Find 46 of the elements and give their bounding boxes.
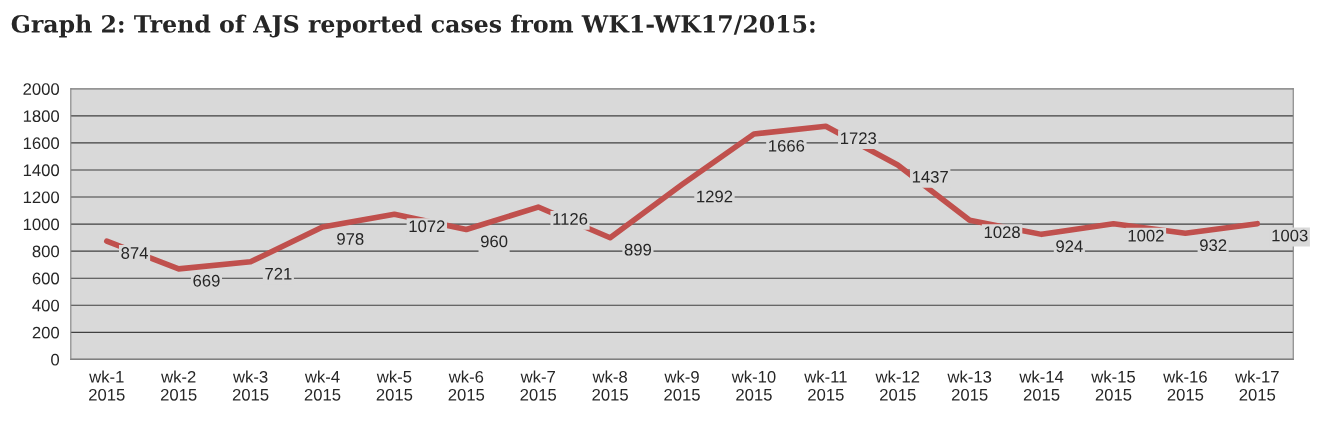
x-tick-label: wk-11 2015 bbox=[804, 370, 847, 401]
y-tick-label: 0 bbox=[51, 353, 60, 366]
x-tick-label: wk-8 2015 bbox=[592, 370, 628, 401]
data-label: 1028 bbox=[984, 226, 1020, 239]
x-tick-label: wk-9 2015 bbox=[664, 370, 700, 401]
chart-title: Graph 2: Trend of AJS reported cases from WK1-WK17/2015: bbox=[11, 14, 815, 38]
data-label: 1666 bbox=[769, 139, 805, 152]
x-tick-label: wk-12 2015 bbox=[875, 370, 920, 401]
data-label: 932 bbox=[1200, 239, 1227, 252]
data-label: 1126 bbox=[553, 213, 588, 225]
data-label: 1003 bbox=[1272, 229, 1308, 242]
x-tick-label: wk-14 2015 bbox=[1019, 370, 1064, 401]
y-tick-label: 1200 bbox=[23, 191, 60, 204]
x-tick-label: wk-1 2015 bbox=[89, 370, 125, 401]
x-tick-label: wk-4 2015 bbox=[304, 370, 341, 401]
x-tick-label: wk-5 2015 bbox=[376, 370, 413, 401]
data-label: 1292 bbox=[697, 190, 733, 203]
data-label: 721 bbox=[265, 267, 292, 280]
y-tick-label: 400 bbox=[32, 299, 60, 312]
x-tick-label: wk-6 2015 bbox=[448, 370, 485, 401]
x-tick-label: wk-10 2015 bbox=[731, 370, 776, 401]
data-label: 1002 bbox=[1128, 229, 1164, 242]
data-label: 899 bbox=[624, 243, 652, 256]
x-tick-label: wk-17 2015 bbox=[1235, 370, 1279, 401]
data-label: 978 bbox=[337, 233, 364, 245]
y-tick-label: 1000 bbox=[23, 218, 60, 231]
y-tick-label: 2000 bbox=[23, 83, 60, 95]
data-label: 960 bbox=[480, 235, 508, 248]
y-tick-label: 1800 bbox=[23, 110, 60, 123]
y-tick-label: 1600 bbox=[23, 137, 60, 150]
data-label: 924 bbox=[1056, 240, 1083, 253]
y-tick-label: 800 bbox=[32, 245, 60, 258]
x-tick-label: wk-7 2015 bbox=[520, 370, 557, 401]
data-label: 669 bbox=[193, 274, 220, 287]
x-tick-label: wk-13 2015 bbox=[947, 370, 992, 401]
y-tick-label: 1400 bbox=[23, 164, 60, 177]
data-label: 1723 bbox=[841, 132, 877, 145]
x-tick-label: wk-2 2015 bbox=[160, 370, 197, 401]
x-tick-label: wk-15 2015 bbox=[1091, 370, 1136, 401]
data-label: 1072 bbox=[409, 220, 445, 233]
y-tick-label: 600 bbox=[32, 272, 60, 285]
y-tick-label: 200 bbox=[32, 326, 60, 339]
data-label: 1437 bbox=[912, 170, 948, 183]
x-tick-label: wk-3 2015 bbox=[232, 370, 269, 401]
x-tick-label: wk-16 2015 bbox=[1163, 370, 1207, 401]
data-label: 874 bbox=[121, 247, 148, 259]
